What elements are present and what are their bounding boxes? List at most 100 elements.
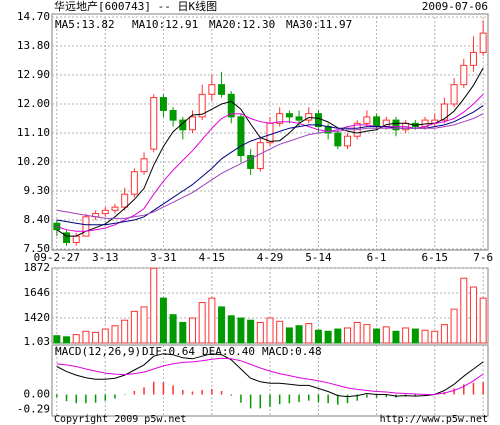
line-series xyxy=(56,353,484,398)
volume-bar xyxy=(169,314,177,344)
volume-bar xyxy=(63,336,71,344)
candle-body xyxy=(159,97,167,111)
y-tick-label: 8.40 xyxy=(24,213,51,226)
volume-bar xyxy=(450,308,458,344)
volume-bar xyxy=(324,330,332,344)
volume-bar xyxy=(159,297,167,344)
line-series xyxy=(56,113,484,219)
volume-bar xyxy=(198,302,206,344)
candle-body xyxy=(344,135,352,147)
volume-bar xyxy=(130,310,138,344)
legend-entry: MA20:12.30 xyxy=(209,18,275,31)
candle-body xyxy=(72,235,80,244)
candle-body xyxy=(479,32,487,53)
candle-body xyxy=(276,113,284,124)
volume-bar xyxy=(373,328,381,344)
y-tick-label: 7.50 xyxy=(24,242,51,255)
line-series xyxy=(56,357,484,395)
y-tick-label: 10.20 xyxy=(17,155,50,168)
y-tick-label: 1420 xyxy=(24,311,51,324)
macd-title: MACD(12,26,9) xyxy=(55,345,141,358)
candle-body xyxy=(179,119,187,131)
x-tick-label: 09-2-27 xyxy=(34,251,80,264)
candle-body xyxy=(198,93,206,118)
volume-bar xyxy=(150,267,158,344)
candle-body xyxy=(130,171,138,195)
y-tick-label: 11.10 xyxy=(17,126,50,139)
candle-body xyxy=(363,116,371,124)
volume-bar xyxy=(208,297,216,344)
volume-bar xyxy=(402,327,410,344)
candle-body xyxy=(121,193,129,208)
volume-bar xyxy=(82,330,90,344)
candle-body xyxy=(305,113,313,121)
volume-bar xyxy=(285,327,293,344)
volume-bar xyxy=(227,315,235,344)
candle-body xyxy=(314,113,322,128)
volume-bar xyxy=(53,335,61,344)
volume-bar xyxy=(92,331,100,344)
candle-body xyxy=(469,51,477,66)
volume-bar xyxy=(188,317,196,344)
candle-body xyxy=(82,216,90,237)
volume-bar xyxy=(411,328,419,344)
x-tick-label: 7-6 xyxy=(473,251,493,264)
volume-bar xyxy=(266,317,274,344)
candle-body xyxy=(208,84,216,95)
chart-title: 华远地产[600743] -- 日K线图 xyxy=(54,0,217,13)
volume-bar xyxy=(295,325,303,344)
volume-bar xyxy=(421,329,429,344)
candle-body xyxy=(334,132,342,147)
footer-left: Copyright 2009 p5w.net xyxy=(54,414,186,425)
candle-body xyxy=(450,84,458,105)
volume-bar xyxy=(382,326,390,344)
y-tick-label: 12.90 xyxy=(17,68,50,81)
volume-bar xyxy=(121,319,129,344)
x-tick-label: 6-1 xyxy=(367,251,387,264)
y-tick-label: 14.70 xyxy=(17,10,50,23)
volume-bar xyxy=(247,319,255,344)
y-tick-label: -0.29 xyxy=(17,402,50,415)
volume-bar xyxy=(101,328,109,344)
candle-body xyxy=(285,113,293,118)
y-tick-label: 1872 xyxy=(24,261,51,274)
candle-body xyxy=(218,84,226,95)
x-tick-label: 4-29 xyxy=(257,251,284,264)
x-tick-label: 3-13 xyxy=(92,251,119,264)
candle-body xyxy=(101,209,109,215)
candle-body xyxy=(63,232,71,244)
volume-bar xyxy=(469,286,477,344)
legend-entry: DIF:0.64 xyxy=(142,345,195,358)
line-series xyxy=(56,93,484,232)
legend-entry: DEA:0.40 xyxy=(202,345,255,358)
y-tick-label: 13.80 xyxy=(17,39,50,52)
volume-bar xyxy=(479,297,487,344)
volume-bar xyxy=(237,317,245,344)
x-tick-label: 6-15 xyxy=(421,251,448,264)
line-series xyxy=(56,67,484,237)
price-frame xyxy=(51,13,489,251)
y-tick-label: 12.00 xyxy=(17,97,50,110)
volume-bar xyxy=(72,334,80,344)
candle-body xyxy=(460,64,468,86)
legend-entry: MA10:12.91 xyxy=(132,18,198,31)
volume-bar xyxy=(140,306,148,344)
candle-body xyxy=(373,116,381,128)
candle-body xyxy=(227,93,235,118)
volume-bar xyxy=(392,330,400,344)
legend-entry: MA30:11.97 xyxy=(286,18,352,31)
candle-body xyxy=(237,116,245,157)
volume-bar xyxy=(334,328,342,344)
volume-bar xyxy=(314,329,322,344)
legend-entry: MA5:13.82 xyxy=(55,18,115,31)
footer-right: http://www.p5w.net xyxy=(380,414,488,425)
candle-body xyxy=(188,116,196,131)
candle-body xyxy=(256,142,264,169)
y-tick-label: 9.30 xyxy=(24,184,51,197)
volume-bar xyxy=(353,321,361,344)
volume-bar xyxy=(111,325,119,344)
x-tick-label: 5-14 xyxy=(305,251,332,264)
volume-bar xyxy=(179,321,187,344)
